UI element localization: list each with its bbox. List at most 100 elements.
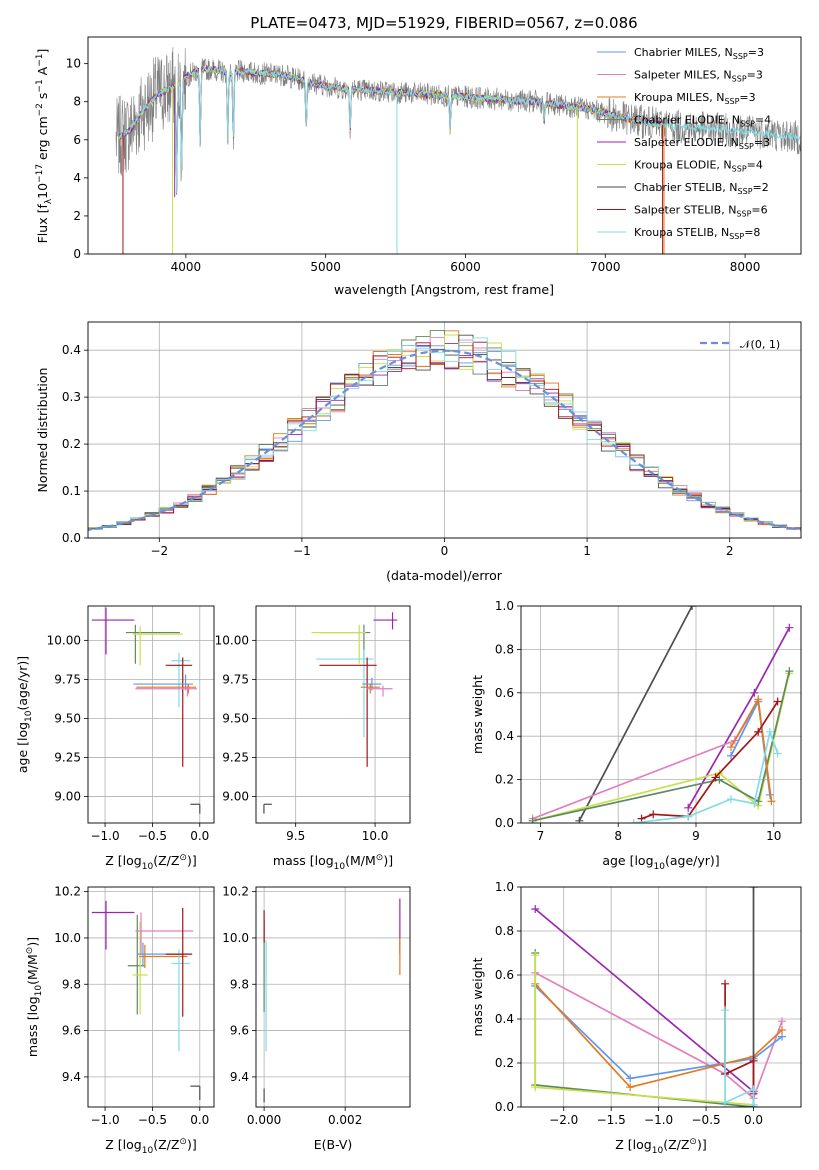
legend-sub: SSP: [732, 75, 747, 84]
legend-sub: SSP: [740, 120, 755, 129]
weight-vs-z-chart-xtick-label: −1.0: [644, 1113, 673, 1127]
age-vs-z-chart-ylabel-part: 10: [24, 710, 34, 722]
mass-vs-z-chart-ylabel-part: (M/M: [25, 954, 40, 985]
legend-tail: =4: [747, 159, 763, 172]
weight-vs-z-chart-xtick-label: −0.5: [692, 1113, 721, 1127]
spectrum-chart: 4000 5000 6000 7000 8000 0 2 4 6 8 10 wavelength [A…: [35, 36, 802, 297]
legend-name: Kroupa STELIB, N: [634, 226, 729, 239]
weight-vs-age-chart-marker: [684, 812, 693, 821]
weight-vs-age-chart-marker: [750, 799, 759, 808]
mass-vs-z-chart-ytick-label: 9.4: [62, 1070, 81, 1084]
spectrum-ylabel-part: s: [35, 93, 50, 104]
age-vs-z-chart-frame: [87, 605, 215, 824]
mass-vs-z-chart-ylabel-part: )]: [25, 937, 40, 947]
age-vs-z-chart-ytick-label: 9.25: [54, 750, 81, 764]
age-vs-mass-chart-frame: [255, 605, 411, 824]
mass-vs-ebv-chart-ytick-label: 10.0: [222, 931, 249, 945]
residual-ytick-label: 0.0: [62, 531, 81, 545]
spectrum-ytick-label: 4: [73, 171, 81, 185]
mass-vs-z-chart-ylabel-part: mass [log: [25, 996, 40, 1057]
weight-vs-z-chart-series-line: [534, 908, 755, 1093]
weight-vs-age-chart-marker: [649, 810, 658, 819]
spectrum-ylabel-part: Flux [f: [35, 204, 50, 244]
weight-vs-z-chart-series-line: [534, 955, 754, 1106]
weight-vs-age-chart-marker: [754, 727, 763, 736]
weight-vs-z-chart-frame: [520, 886, 802, 1108]
residual-xtick-label: 1: [583, 544, 591, 558]
age-vs-z-chart-xlabel-part: (Z/Z: [153, 853, 179, 868]
spectrum-xtick-label: 5000: [310, 260, 341, 274]
weight-vs-age-chart-marker: [785, 667, 794, 676]
weight-vs-age-chart-marker: [765, 727, 774, 736]
mass-vs-z-chart-ytick-label: 10.2: [54, 885, 81, 899]
spectrum-xlabel: wavelength [Angstrom, rest frame]: [334, 282, 554, 297]
weight-vs-age-chart-series-line: [578, 606, 693, 822]
legend-sub: SSP: [739, 142, 754, 151]
weight-vs-z-chart-series-line: [534, 972, 783, 1100]
weight-vs-age-chart-ytick-label: 0.4: [495, 729, 514, 743]
mass-vs-ebv-chart-ytick-label: 9.4: [230, 1070, 249, 1084]
legend-tail: =6: [751, 204, 767, 217]
weight-vs-z-chart-ytick-label: 0.8: [495, 924, 514, 938]
legend-name: Salpeter STELIB, N: [634, 204, 736, 217]
weight-vs-z-chart-marker: [531, 905, 540, 913]
spectrum-frame: [87, 36, 802, 255]
weight-vs-z-chart-marker: [721, 979, 730, 988]
mass-vs-z-chart-xtick-label: 0.0: [190, 1113, 209, 1127]
clip-resid-content: [88, 329, 801, 532]
legend-name: Kroupa MILES, N: [634, 91, 724, 104]
spectrum-ytick-label: 2: [73, 209, 81, 223]
age-vs-mass-chart-xtick-label: 10.0: [362, 829, 389, 843]
weight-vs-z-chart-ylabel: mass weight: [470, 957, 485, 1036]
residual-xtick-label: 0: [441, 544, 449, 558]
spectrum-ylabel: Flux [fλ10−17 erg cm−2 s−1 A−1]: [35, 49, 54, 244]
age-vs-z-chart-ytick-label: 9.50: [54, 711, 81, 725]
spectrum-ylabel-part: erg cm: [35, 116, 50, 164]
weight-vs-age-chart-xlabel-part: 10: [654, 862, 666, 872]
spectrum-ytick-label: 8: [73, 95, 81, 109]
weight-vs-z-chart-marker: [531, 951, 540, 960]
mass-vs-z-chart-xtick-label: −1.0: [90, 1113, 119, 1127]
mass-vs-z-chart-xtick-label: −0.5: [138, 1113, 167, 1127]
weight-vs-age-chart-xtick-label: 10: [766, 829, 781, 843]
age-vs-z-chart-ytick-label: 10.00: [47, 633, 81, 647]
legend-name: Kroupa ELODIE, N: [634, 159, 732, 172]
weight-vs-age-chart-marker: [773, 749, 782, 758]
legend-tail: =3: [747, 69, 763, 82]
weight-vs-z-chart-marker: [626, 1074, 635, 1083]
weight-vs-age-chart-marker: [727, 743, 735, 752]
age-vs-z-chart-ytick-label: 9.75: [54, 672, 81, 686]
age-vs-mass-chart-xlabel-part: ⊙: [376, 853, 384, 863]
weight-vs-z-chart-xlabel-part: Z [log: [615, 1137, 651, 1152]
weight-vs-age-chart-xlabel-part: age [log: [602, 853, 653, 868]
residual-normal-curve: [88, 349, 801, 531]
weight-vs-z-chart-marker: [749, 1056, 758, 1065]
residual-xlabel: (data-model)/error: [386, 568, 503, 583]
weight-vs-z-chart-series-line: [724, 1010, 755, 1105]
weight-vs-z-chart-marker: [531, 1083, 540, 1092]
spectrum-legend-entry: Kroupa STELIB, NSSP=8: [634, 226, 760, 241]
weight-vs-age-chart-marker: [629, 819, 638, 823]
mass-vs-ebv-chart-ytick-label: 9.6: [230, 1024, 249, 1038]
weight-vs-age-chart-xtick-label: 8: [614, 829, 622, 843]
legend-tail: =8: [744, 226, 760, 239]
mass-vs-ebv-chart-xtick-label: 0.000: [247, 1113, 281, 1127]
age-vs-mass-chart-ytick-label: 9.75: [222, 672, 249, 686]
legend-sub: SSP: [732, 165, 747, 174]
residual-ytick-label: 0.4: [62, 343, 81, 357]
age-vs-mass-chart-xlabel-part: (M/M: [345, 853, 376, 868]
mass-vs-ebv-chart-ytick-label: 10.2: [222, 885, 249, 899]
residual-chart: −2 −1 0 1 2 0.0 0.1 0.2 0.3 0.4 (data-model)/error…: [35, 321, 802, 583]
weight-vs-age-chart-frame: [520, 605, 802, 824]
clip-age-vs-mass-chart-content: [263, 612, 398, 814]
weight-vs-z-chart-ytick-label: 0.0: [495, 1100, 514, 1114]
mass-vs-z-chart: −1.0 −0.5 0.09.49.69.810.010.2Z [log10(Z/Z…: [25, 885, 215, 1156]
mass-vs-z-chart-ytick-label: 10.0: [54, 931, 81, 945]
weight-vs-z-chart-marker: [721, 1098, 730, 1107]
legend-name: Chabrier STELIB, N: [634, 181, 738, 194]
residual-ylabel: Normed distribution: [35, 368, 50, 493]
age-vs-z-chart-xtick-label: −0.5: [138, 829, 167, 843]
weight-vs-age-chart-marker: [711, 773, 720, 782]
mass-vs-z-chart-xlabel-part: )]: [187, 1137, 197, 1152]
